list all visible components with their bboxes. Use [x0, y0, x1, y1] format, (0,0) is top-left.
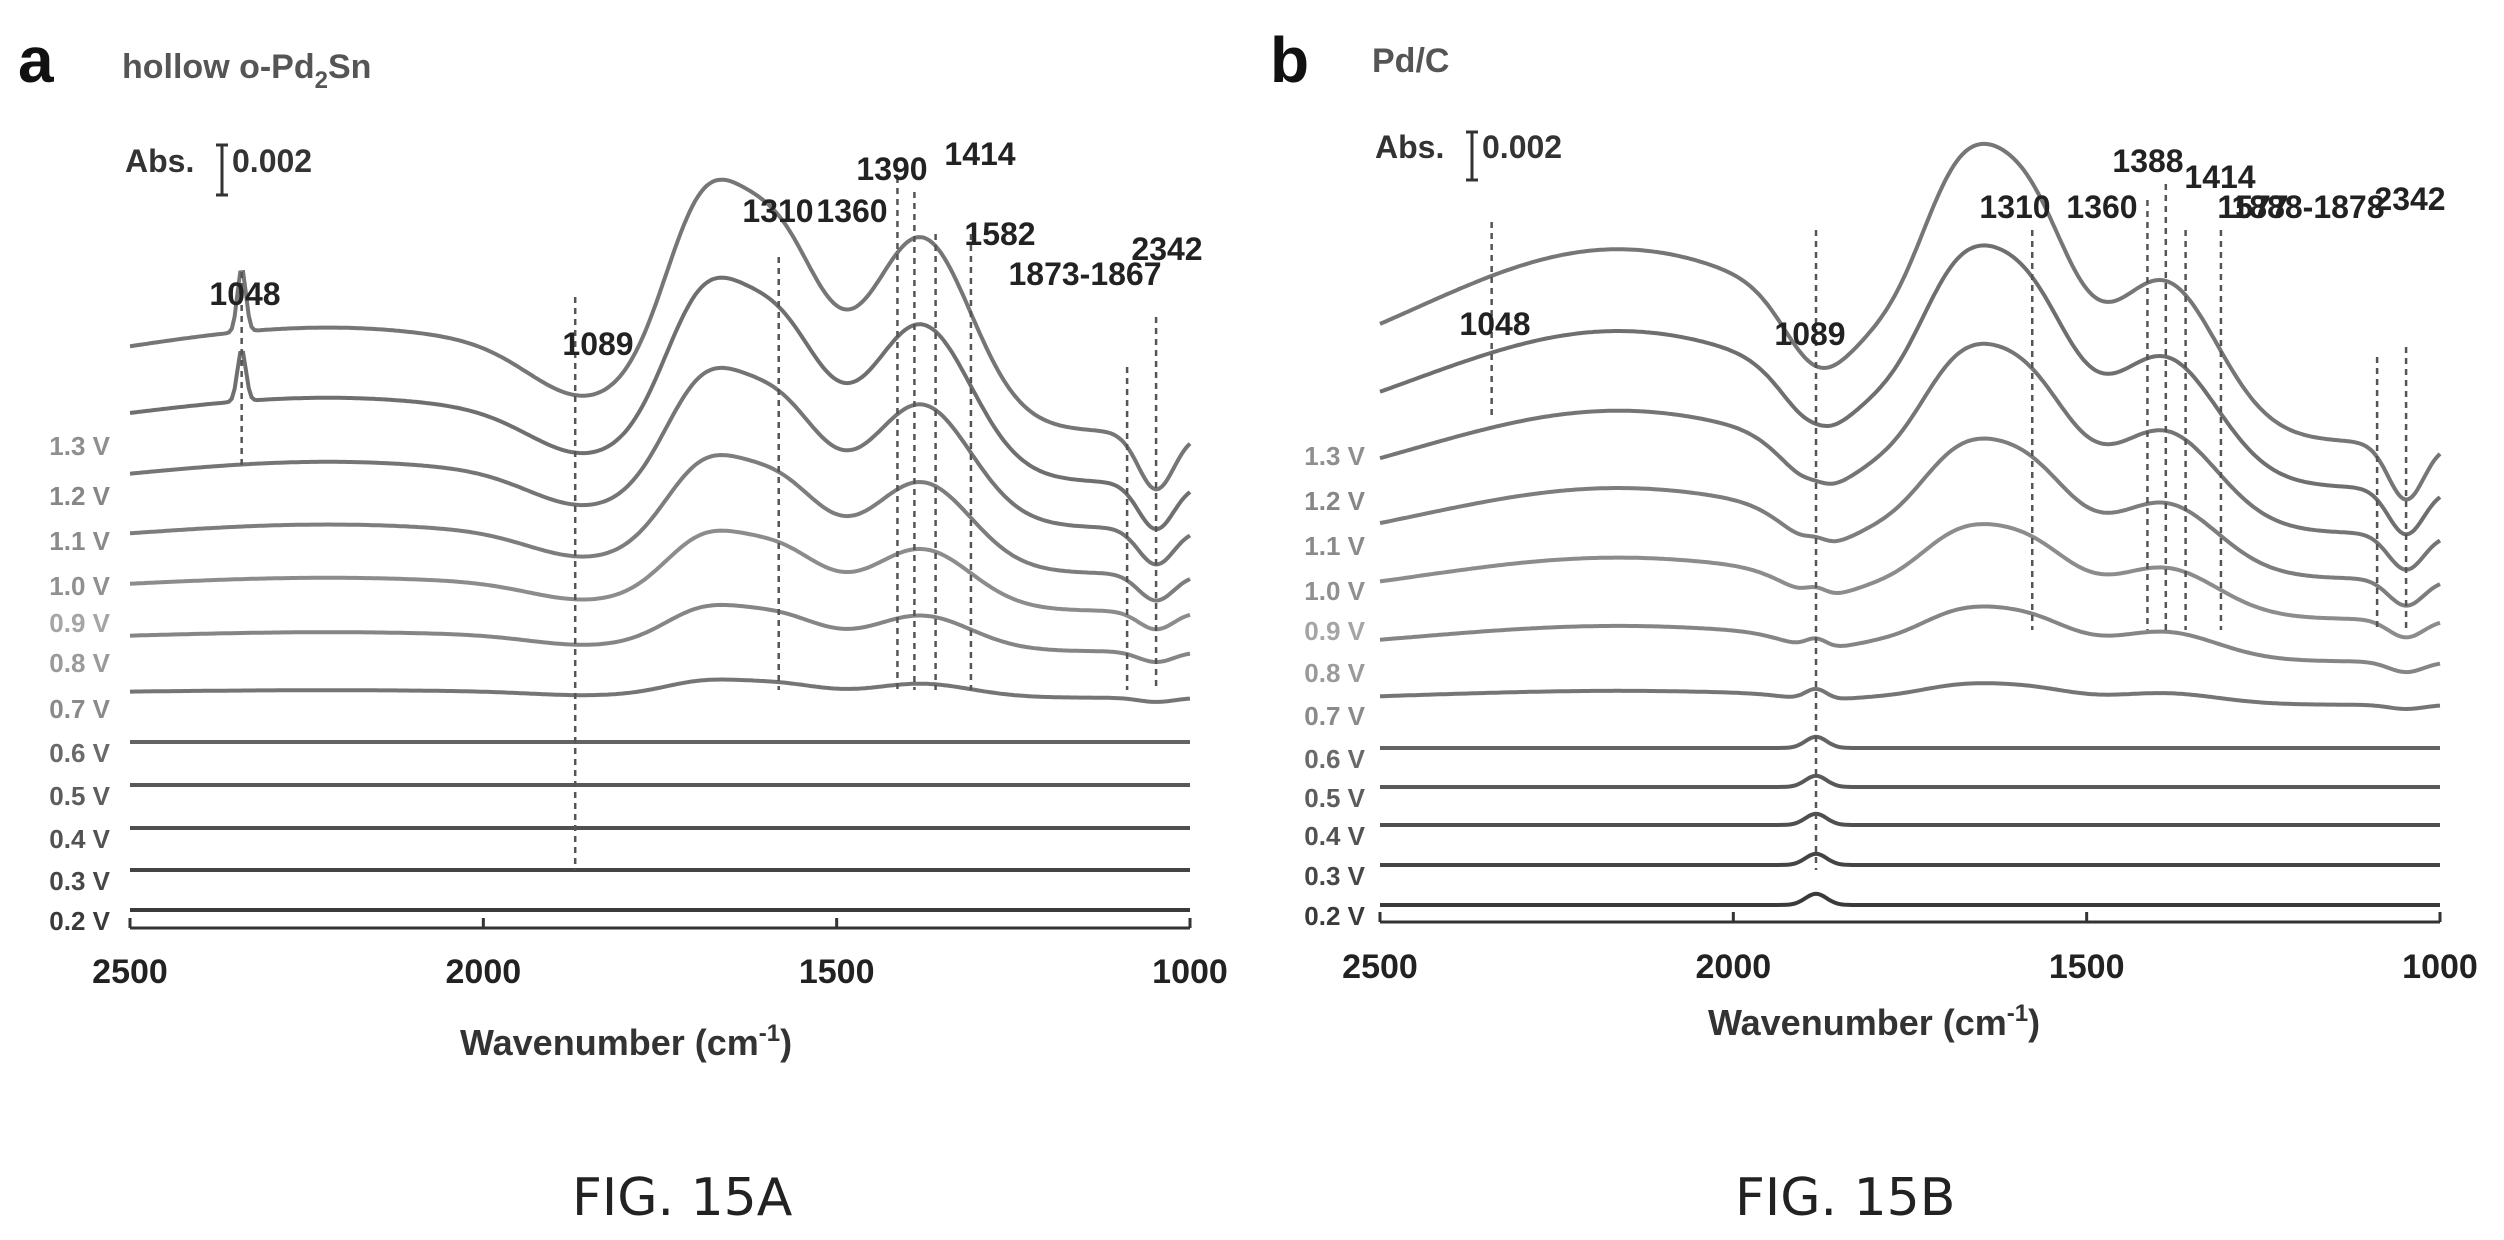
- series-line: [1379, 141, 2442, 502]
- panel-b-scale-label: Abs.: [1375, 129, 1444, 165]
- series-label: 0.2 V: [49, 906, 110, 936]
- peak-label: 1388: [2112, 143, 2183, 179]
- series-line: [129, 528, 1191, 632]
- series-line: [1380, 891, 2440, 907]
- x-tick-label: 2000: [1696, 948, 1772, 986]
- series-label: 0.7 V: [1304, 701, 1365, 731]
- x-tick-label: 1500: [799, 953, 875, 991]
- series-line: [1379, 522, 2441, 640]
- panel-a-title: hollow o-Pd2Sn: [122, 48, 371, 94]
- peak-label: 1310: [1979, 189, 2050, 225]
- peak-label: 1048: [1459, 306, 1530, 342]
- x-tick-label: 1000: [2402, 948, 2478, 986]
- peak-label: 1414: [944, 136, 1015, 172]
- x-tick-label: 1000: [1152, 953, 1228, 991]
- panel-a-xlabel: Wavenumber (cm-1): [460, 1020, 792, 1063]
- peak-label: 1390: [856, 151, 927, 187]
- series-label: 0.8 V: [1304, 658, 1365, 688]
- series-label: 1.1 V: [49, 526, 110, 556]
- series-label: 0.9 V: [1304, 616, 1365, 646]
- series-line: [1380, 851, 2440, 867]
- panel-a-plot: 2500 2000 1500 1000 0.2 V 0.3 V 0.4 V 0.5 V 0.6 …: [49, 136, 1228, 991]
- panel-b-letter: b: [1270, 24, 1309, 96]
- peak-label: 2342: [2374, 181, 2445, 217]
- panel-b-plot: 2500 2000 1500 1000 0.2 V 0.3 V 0.4 V 0.5 V 0.6 …: [1304, 141, 2478, 986]
- series-line: [129, 365, 1192, 567]
- panel-b-scale-bar: [1466, 130, 1478, 182]
- series-label: 0.7 V: [49, 694, 110, 724]
- series-label: 0.6 V: [49, 738, 110, 768]
- panel-b-scale-value: 0.002: [1482, 129, 1562, 165]
- panel-b-xlabel: Wavenumber (cm-1): [1708, 1000, 2040, 1043]
- peak-label: 1360: [816, 193, 887, 229]
- series-label: 0.5 V: [1304, 783, 1365, 813]
- series-line: [129, 602, 1191, 665]
- series-label: 1.0 V: [1304, 576, 1365, 606]
- x-tick-label: 2500: [92, 953, 168, 991]
- series-label: 1.3 V: [49, 431, 110, 461]
- series-line: [1379, 436, 2441, 608]
- series-line: [1380, 681, 2441, 712]
- series-line: [129, 177, 1192, 492]
- panel-b-title: Pd/C: [1372, 42, 1449, 80]
- series-label: 0.5 V: [49, 781, 110, 811]
- series-label: 1.1 V: [1304, 531, 1365, 561]
- peak-label: 1089: [562, 326, 633, 362]
- series-label: 0.4 V: [49, 824, 110, 854]
- peak-label: 1310: [742, 193, 813, 229]
- peak-label: 1888-1878: [2231, 189, 2384, 225]
- x-tick-label: 1500: [2049, 948, 2125, 986]
- caption-fig-15b: FIG. 15B: [1735, 1168, 1955, 1228]
- series-line: [1380, 773, 2440, 789]
- series-line: [1379, 243, 2442, 537]
- series-label: 0.4 V: [1304, 821, 1365, 851]
- series-line: [1380, 734, 2440, 750]
- series-line: [1379, 604, 2441, 675]
- series-label: 0.9 V: [49, 608, 110, 638]
- peak-label: 1873-1867: [1008, 256, 1161, 292]
- series-line: [1380, 811, 2440, 827]
- series-label: 0.8 V: [49, 648, 110, 678]
- panel-a-scale-label: Abs.: [125, 143, 194, 179]
- series-label: 1.0 V: [49, 571, 110, 601]
- series-label: 1.2 V: [1304, 486, 1365, 516]
- peak-label: 1360: [2066, 189, 2137, 225]
- peak-label: 1582: [964, 216, 1035, 252]
- series-label: 1.2 V: [49, 481, 110, 511]
- panel-a-scale-bar: [216, 143, 228, 197]
- series-label: 1.3 V: [1304, 441, 1365, 471]
- series-label: 0.6 V: [1304, 744, 1365, 774]
- x-tick-label: 2500: [1342, 948, 1418, 986]
- series-line: [130, 677, 1191, 704]
- caption-fig-15a: FIG. 15A: [572, 1168, 793, 1228]
- series-label: 0.3 V: [49, 866, 110, 896]
- panel-a: a hollow o-Pd2Sn Abs. 0.002 2500 2000 1500…: [18, 24, 1228, 1228]
- series-line: [129, 275, 1192, 532]
- panel-b: b Pd/C Abs. 0.002 2500 2000 1500 1000 0.2 V 0…: [1270, 24, 2478, 1228]
- panel-a-scale-value: 0.002: [232, 143, 312, 179]
- peak-label: 2342: [1131, 231, 1202, 267]
- series-label: 0.3 V: [1304, 861, 1365, 891]
- x-tick-label: 2000: [446, 953, 522, 991]
- peak-label: 1414: [2184, 159, 2255, 195]
- series-line: [129, 452, 1191, 603]
- panel-a-letter: a: [18, 24, 54, 96]
- series-line: [1379, 341, 2442, 572]
- peak-label: 1089: [1774, 316, 1845, 352]
- peak-label: 1577: [2217, 189, 2288, 225]
- series-label: 0.2 V: [1304, 901, 1365, 931]
- peak-label: 1048: [209, 276, 280, 312]
